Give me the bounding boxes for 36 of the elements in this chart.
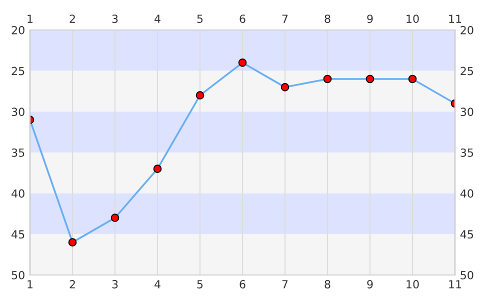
x2-tick-label: 1 [28, 14, 33, 23]
y-tick-label: 50 [12, 270, 24, 280]
x-tick-label: 7 [282, 280, 288, 288]
y-tick-label: 40 [12, 189, 24, 198]
y2-tick-label: 45 [460, 230, 474, 239]
y2-tick-label: 50 [460, 270, 474, 280]
y2-tick-label: 20 [460, 26, 474, 34]
x2-tick-label: 5 [197, 14, 203, 23]
x2-tick-label: 8 [324, 14, 330, 23]
y2-tick-label: 25 [460, 66, 474, 76]
x2-tick-label: 6 [240, 14, 246, 23]
y-tick-label: 35 [12, 148, 24, 157]
y-tick-label: 25 [12, 66, 24, 76]
x2-tick-label: 3 [112, 14, 118, 23]
x-tick-label: 4 [154, 280, 160, 288]
x-tick-label: 3 [112, 280, 118, 288]
y-tick-label: 20 [12, 26, 24, 34]
x2-tick-label: 4 [154, 14, 160, 23]
x-tick-label: 11 [449, 280, 462, 288]
x-tick-label: 1 [28, 280, 33, 288]
x-tick-label: 6 [240, 280, 246, 288]
x2-tick-label: 7 [282, 14, 288, 23]
x-tick-label: 10 [406, 280, 419, 288]
x-tick-label: 8 [324, 280, 330, 288]
x2-tick-label: 2 [70, 14, 75, 23]
y-tick-label: 30 [12, 108, 24, 116]
y2-tick-label: 35 [460, 148, 474, 157]
y2-tick-label: 40 [460, 189, 474, 198]
x-tick-label: 5 [197, 280, 203, 288]
y2-tick-label: 30 [460, 108, 474, 116]
x2-tick-label: 9 [367, 14, 373, 23]
x2-tick-label: 11 [449, 14, 462, 23]
x2-tick-label: 10 [406, 14, 419, 23]
y-tick-label: 45 [12, 230, 24, 239]
x-tick-label: 9 [367, 280, 373, 288]
x-tick-label: 2 [70, 280, 75, 288]
